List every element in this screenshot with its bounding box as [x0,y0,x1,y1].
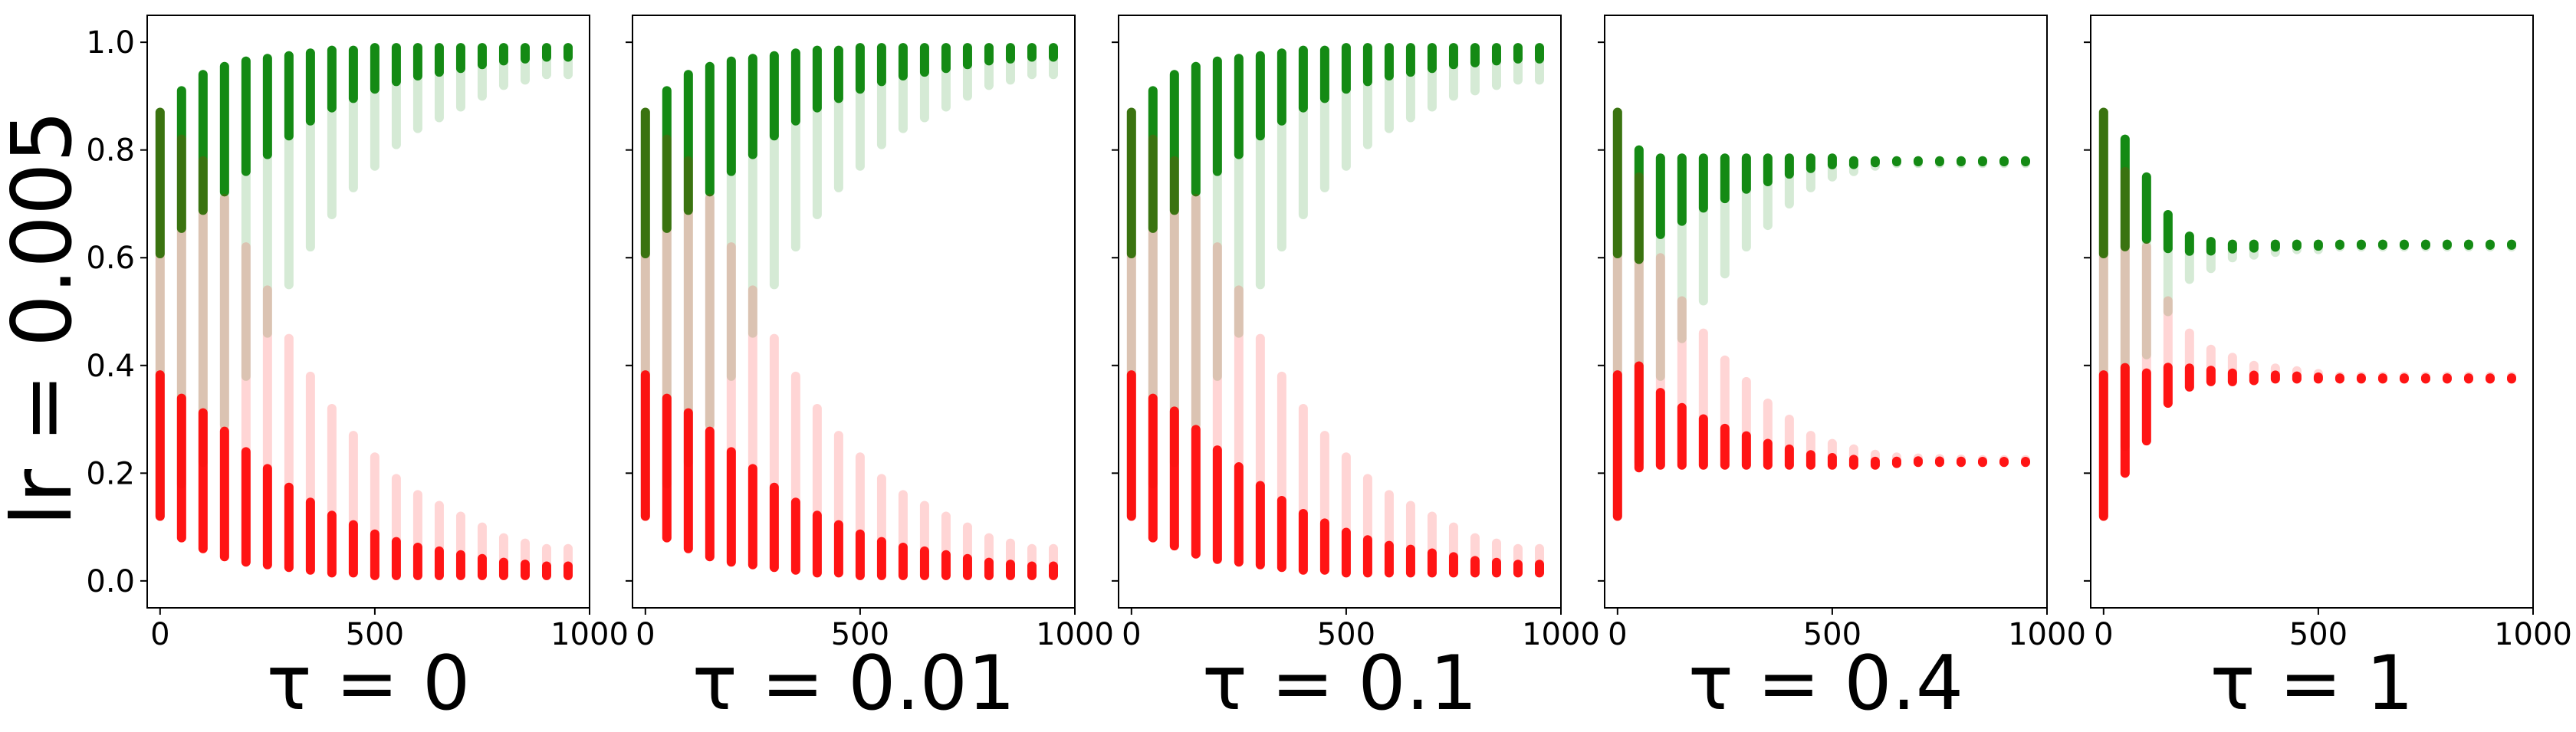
panel-5: 0 500 1000 τ = 1 [2084,15,2572,727]
series-lower [640,107,1058,580]
x-tick-label: 0 [1608,617,1627,652]
panel-3: 0 500 1000 τ = 0.1 [1112,15,1600,727]
x-tick-label: 1000 [550,617,629,652]
y-tick-label: 0.8 [86,133,135,169]
scatter-marks [2098,107,2516,521]
panel-2: 0 500 1000 τ = 0.01 [626,15,1114,727]
x-tick-label: 0 [636,617,655,652]
x-tick-label: 1000 [2008,617,2086,652]
y-tick-label: 0.4 [86,349,135,384]
x-axis-label: τ = 0.4 [1688,640,1963,727]
series-lower [155,107,573,580]
x-tick-label: 1000 [1522,617,1600,652]
y-tick-label: 0.6 [86,241,135,276]
x-tick-label: 500 [1803,617,1861,652]
series-upper [2098,107,2516,521]
y-tick-label: 0.2 [86,456,135,491]
x-axis-label: τ = 0 [267,640,471,727]
scatter-marks [1126,43,1544,578]
series-lower [1612,107,2030,521]
x-tick-label: 1000 [1036,617,1114,652]
x-tick-label: 0 [150,617,169,652]
x-axis-label: τ = 1 [2210,640,2414,727]
scatter-marks [640,43,1058,580]
series-upper [640,43,1058,521]
scatter-marks [155,43,573,580]
y-tick-label: 1.0 [86,25,135,61]
axes-frame [1604,15,2048,609]
x-axis-label: τ = 0.1 [1202,640,1477,727]
x-tick-label: 0 [2094,617,2113,652]
panel-1: 0 500 1000 0.0 0.2 0.4 0.6 0.8 1.0 τ = 0 [86,15,629,727]
scatter-marks [1612,107,2030,521]
x-tick-label: 500 [346,617,404,652]
panel-4: 0 500 1000 τ = 0.4 [1598,15,2086,727]
series-lower [1126,107,1544,578]
axes-frame [632,15,1076,609]
series-upper [155,43,573,521]
x-tick-label: 500 [2289,617,2348,652]
x-tick-label: 1000 [2494,617,2572,652]
axes-frame [2090,15,2534,609]
axes-frame [1118,15,1562,609]
x-tick-label: 500 [1317,617,1375,652]
x-axis-label: τ = 0.01 [692,640,1016,727]
series-upper [1612,107,2030,521]
x-tick-label: 0 [1122,617,1141,652]
x-tick-label: 500 [831,617,889,652]
series-lower [2098,107,2516,521]
figure-ylabel: lr = 0.005 [0,110,90,527]
axes-frame [146,15,590,609]
y-tick-label: 0.0 [86,564,135,599]
